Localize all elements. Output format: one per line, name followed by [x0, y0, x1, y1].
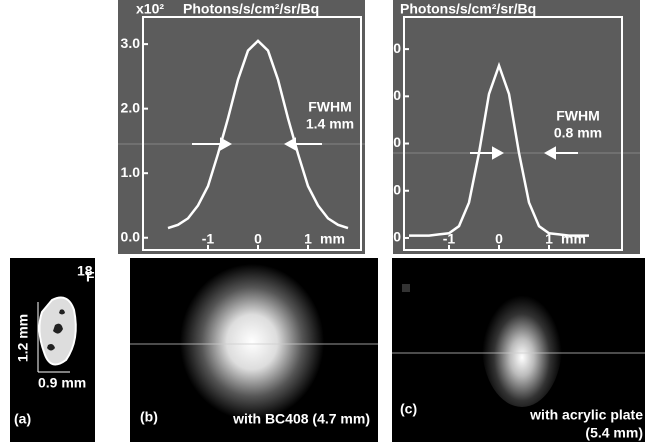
- x-tick-label: -1: [202, 231, 215, 247]
- dimension-label: 1.2 mm: [15, 314, 31, 362]
- panel-label: (a): [14, 411, 31, 427]
- fwhm-arrows: [192, 137, 578, 160]
- isotope-mass: 18: [77, 263, 93, 279]
- y-tick-label: 1.0: [121, 164, 141, 180]
- annotation: 1.4 mm: [306, 116, 354, 132]
- y-tick-label: 4.0: [382, 134, 402, 150]
- y-tick-label: 2.0: [382, 181, 402, 197]
- y-axis-title: Photons/s/cm²/sr/Bq: [400, 1, 536, 17]
- y-tick-label: 8.0: [382, 40, 402, 56]
- annotation: FWHM: [308, 99, 352, 115]
- x-unit: mm: [320, 231, 345, 247]
- y-tick-label: 0.0: [121, 228, 141, 244]
- x-tick-label: 1: [545, 231, 553, 247]
- y-axis-title: Photons/s/cm²/sr/Bq: [183, 1, 319, 17]
- x-tick-label: 1: [304, 231, 312, 247]
- panel-label: (c): [400, 401, 417, 417]
- panel-label: (b): [140, 409, 158, 425]
- y-tick-label: 0.0: [382, 229, 402, 245]
- isotope: F: [86, 269, 95, 285]
- plot-background: [393, 0, 640, 254]
- y-tick-label: 2.0: [121, 99, 141, 115]
- x-tick-label: 0: [254, 231, 262, 247]
- light-spot: [482, 283, 562, 407]
- caption: with BC408 (4.7 mm): [232, 411, 370, 427]
- profile-curve: [167, 39, 349, 230]
- annotation: FWHM: [556, 108, 600, 124]
- light-spot: [180, 264, 324, 420]
- axis-multiplier: x10²: [136, 1, 164, 17]
- specimen-detail: [47, 309, 65, 351]
- noise: [402, 284, 410, 292]
- annotation: 0.8 mm: [554, 125, 602, 141]
- caption: (5.4 mm): [585, 425, 643, 441]
- profile-curve: [409, 61, 589, 237]
- y-tick-label: 6.0: [382, 87, 402, 103]
- plot-frame: [403, 16, 623, 251]
- caption: with acrylic plate: [529, 407, 643, 423]
- x-unit: mm: [561, 231, 586, 247]
- plot-frame: [142, 16, 362, 251]
- y-tick-label: 3.0: [121, 35, 141, 51]
- x-tick-label: 0: [495, 231, 503, 247]
- dimension-label: 0.9 mm: [38, 375, 86, 391]
